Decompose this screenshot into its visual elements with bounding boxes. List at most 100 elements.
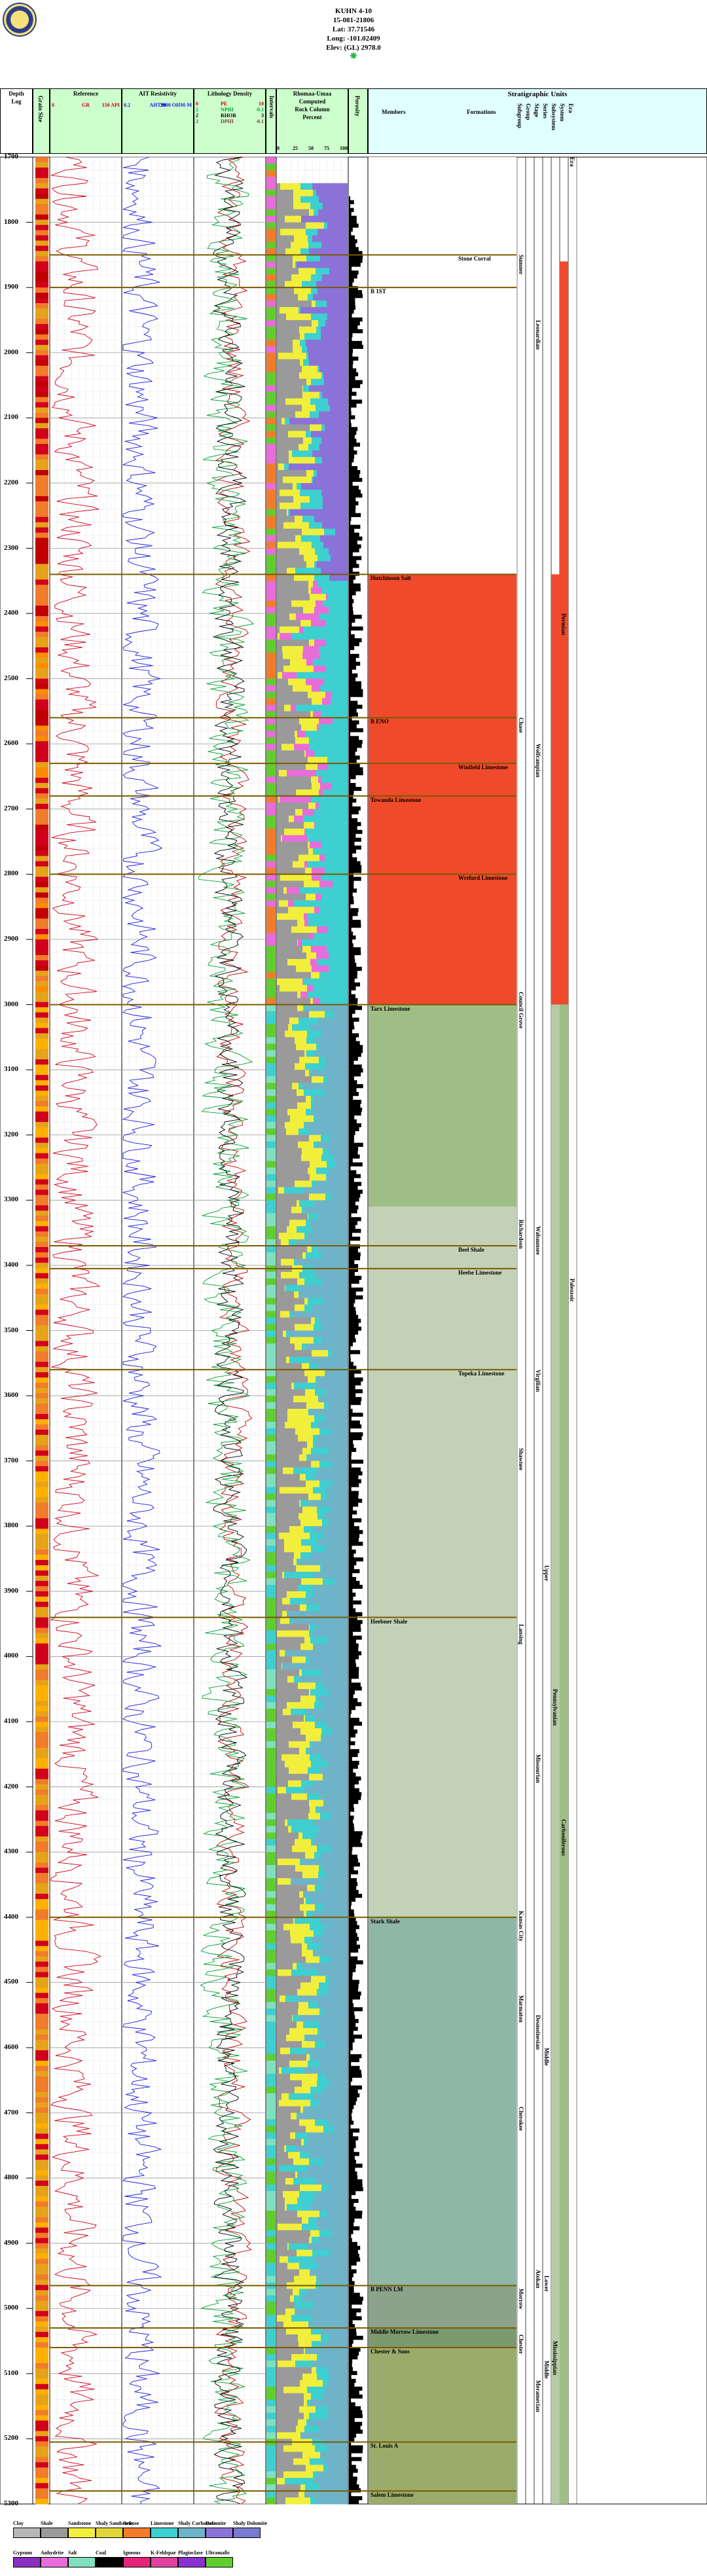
interval-cell xyxy=(266,1571,276,1579)
porosity-bar xyxy=(349,1260,355,1265)
interval-cell xyxy=(266,1897,276,1905)
rock-column-cell xyxy=(317,2223,348,2231)
rock-column-cell xyxy=(290,2047,306,2055)
grain-size-cell xyxy=(35,2342,48,2348)
interval-cell xyxy=(266,678,276,686)
porosity-bar xyxy=(349,575,356,580)
rock-column-cell xyxy=(277,900,279,907)
rock-column-cell xyxy=(316,1624,348,1631)
rock-column-cell xyxy=(294,1552,300,1559)
interval-cell xyxy=(266,1409,276,1416)
rock-column-cell xyxy=(327,1161,336,1169)
rock-column-cell xyxy=(285,1284,300,1292)
rock-column-cell xyxy=(277,1174,310,1181)
rock-column-cell xyxy=(285,1819,287,1826)
rock-column-cell xyxy=(319,2484,348,2492)
porosity-bar xyxy=(349,1616,357,1620)
interval-cell xyxy=(266,482,276,490)
rock-column-cell xyxy=(277,2406,299,2414)
porosity-bar xyxy=(349,1158,353,1163)
rock-column-cell xyxy=(277,463,278,471)
rock-column-cell xyxy=(293,2158,309,2166)
grain-size-cell xyxy=(35,965,48,971)
rock-column-cell xyxy=(285,248,300,255)
interval-cell xyxy=(266,1174,276,1181)
rock-column-cell xyxy=(293,482,297,490)
rock-column-cell xyxy=(302,1943,307,1951)
interval-cell xyxy=(266,1526,276,1533)
interval-cell xyxy=(266,652,276,660)
porosity-bar xyxy=(349,1084,363,1089)
porosity-bar xyxy=(349,1909,354,1914)
grain-size-cell xyxy=(35,245,48,251)
legend-swatch xyxy=(41,2528,68,2538)
rock-column-cell xyxy=(320,2452,348,2459)
grain-size-cell xyxy=(35,970,48,977)
rock-column-cell xyxy=(300,2432,348,2439)
grain-size-cell xyxy=(35,1669,48,1675)
interval-cell xyxy=(266,2217,276,2224)
strat-band xyxy=(369,255,517,575)
depth-tick-label: 4400 xyxy=(4,1912,18,1921)
grain-size-cell xyxy=(35,1163,48,1170)
grain-size-cell xyxy=(35,1200,48,1206)
porosity-bar xyxy=(349,2273,354,2277)
grain-size-cell xyxy=(35,939,48,945)
rock-column-cell xyxy=(320,2353,348,2361)
rock-column-cell xyxy=(304,2035,305,2042)
interval-cell xyxy=(266,907,276,914)
rock-column-cell xyxy=(277,1493,308,1500)
rock-column-cell xyxy=(277,255,293,262)
rock-column-cell xyxy=(319,1057,326,1064)
porosity-bar xyxy=(349,2465,356,2469)
porosity-bar xyxy=(349,1843,363,1847)
rock-column-cell xyxy=(300,2185,321,2192)
formation-label: Beel Shale xyxy=(458,1246,484,1254)
rock-column-cell xyxy=(310,202,323,210)
grain-size-cell xyxy=(35,1023,48,1028)
interval-cell xyxy=(266,1278,276,1286)
rock-column-cell xyxy=(308,581,313,588)
wolfcampian-band xyxy=(551,574,560,1005)
grain-size-cell xyxy=(35,2446,48,2452)
grain-size-cell xyxy=(35,1967,48,1972)
grain-size-cell xyxy=(35,2368,48,2374)
grain-size-cell xyxy=(35,2316,48,2322)
depth-tick-label: 1900 xyxy=(4,283,18,291)
grain-size-cell xyxy=(35,1914,48,1921)
grain-size-cell xyxy=(35,1925,48,1931)
rock-column-cell xyxy=(281,744,294,751)
porosity-bar xyxy=(349,798,357,803)
rock-tick-label: 100 xyxy=(340,145,348,151)
rock-column-cell xyxy=(314,1141,317,1149)
porosity-bar xyxy=(349,873,354,877)
porosity-bar xyxy=(349,920,361,924)
grain-size-cell xyxy=(35,1445,48,1451)
rock-column-cell xyxy=(287,1702,314,1709)
porosity-bar xyxy=(349,849,357,854)
well-elev: Elev: (GL) 2978.0 xyxy=(326,44,381,52)
interval-cell xyxy=(266,287,276,295)
grain-size-cell xyxy=(35,423,48,429)
rock-column-cell xyxy=(304,1715,305,1722)
rock-column-cell xyxy=(323,2158,348,2166)
rock-column-cell xyxy=(284,1187,303,1194)
rock-column-cell xyxy=(327,314,348,321)
rock-column-cell xyxy=(285,418,289,425)
formation-label: Middle Morrow Limestone xyxy=(371,2329,439,2336)
rock-column-cell xyxy=(287,770,316,777)
rock-column-cell xyxy=(277,1930,290,1938)
porosity-bar xyxy=(349,1146,359,1151)
rock-column-cell xyxy=(320,652,348,660)
grain-size-cell xyxy=(35,944,48,951)
rock-column-cell xyxy=(297,1989,317,1996)
porosity-bar xyxy=(349,310,354,314)
rock-column-cell xyxy=(277,1220,289,1227)
grain-size-cell xyxy=(35,683,48,690)
porosity-bar xyxy=(349,333,353,338)
rock-column-cell xyxy=(277,1213,308,1220)
porosity-bar xyxy=(349,497,356,501)
rock-column-cell xyxy=(277,1845,292,1853)
porosity-bar xyxy=(349,884,354,889)
grain-size-cell xyxy=(35,485,48,492)
